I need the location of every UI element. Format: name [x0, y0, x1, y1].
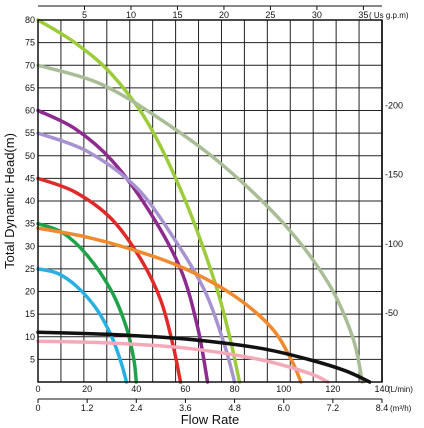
top-gpm-tick-label: 35: [358, 10, 368, 20]
bottom-m3h-unit: (m³/h): [390, 404, 412, 413]
bottom-lpm-tick-label: 0: [35, 384, 40, 394]
right-feet-tick-label: -50: [385, 308, 398, 318]
left-tick-label: 40: [25, 196, 35, 206]
bottom-lpm-unit: (L/min): [388, 385, 413, 394]
left-tick-label: 45: [25, 173, 35, 183]
right-feet-tick-label: -150: [385, 170, 403, 180]
left-tick-label: 35: [25, 219, 35, 229]
left-tick-label: 50: [25, 151, 35, 161]
top-gpm-tick-label: 25: [265, 10, 275, 20]
top-gpm-tick-label: 5: [82, 10, 87, 20]
bottom-lpm-tick-label: 140: [374, 384, 389, 394]
left-tick-label: 15: [25, 309, 35, 319]
top-gpm-tick-label: 20: [219, 10, 229, 20]
y-axis-title: Total Dynamic Head(m): [2, 133, 17, 269]
pump-curve-6: [36, 18, 242, 384]
grid: [38, 20, 382, 382]
bottom-lpm-tick-label: 100: [276, 384, 291, 394]
pump-curve-10: [36, 330, 372, 384]
bottom-lpm-tick-label: 60: [180, 384, 190, 394]
left-tick-label: 80: [25, 15, 35, 25]
left-tick-label: 70: [25, 60, 35, 70]
bottom-lpm-tick-label: 80: [230, 384, 240, 394]
top-gpm-unit: ( Us g.p.m): [369, 11, 409, 20]
top-gpm-tick-label: 30: [312, 10, 322, 20]
left-tick-label: 75: [25, 38, 35, 48]
pump-curve-4: [36, 108, 210, 384]
bottom-m3h-tick-label: 1.2: [81, 403, 94, 413]
bottom-m3h-tick-label: 8.4: [376, 403, 389, 413]
bottom-lpm-tick-label: 40: [131, 384, 141, 394]
left-tick-label: 55: [25, 128, 35, 138]
plot-frame: [37, 5, 383, 403]
x-axis-title: Flow Rate: [181, 412, 240, 427]
left-tick-label: 60: [25, 106, 35, 116]
bottom-m3h-tick-label: 6.0: [277, 403, 290, 413]
bottom-m3h-tick-label: 4.8: [228, 403, 241, 413]
bottom-lpm-tick-label: 120: [325, 384, 340, 394]
left-tick-label: 20: [25, 287, 35, 297]
pump-curve-7: [36, 226, 303, 384]
bottom-m3h-tick-label: 0: [35, 403, 40, 413]
left-tick-label: 30: [25, 241, 35, 251]
left-tick-label: 65: [25, 83, 35, 93]
pump-curves: [36, 18, 372, 384]
pump-curve-9: [36, 339, 330, 384]
left-tick-label: 10: [25, 332, 35, 342]
right-feet-tick-label: -200: [385, 101, 403, 111]
right-feet-tick-label: -100: [385, 239, 403, 249]
pump-curve-1: [36, 267, 129, 384]
left-tick-label: 25: [25, 264, 35, 274]
bottom-lpm-tick-label: 20: [82, 384, 92, 394]
bottom-m3h-tick-label: 2.4: [130, 403, 143, 413]
left-tick-label: 5: [30, 354, 35, 364]
top-gpm-tick-label: 15: [172, 10, 182, 20]
top-gpm-tick-label: 10: [126, 10, 136, 20]
bottom-m3h-tick-label: 7.2: [327, 403, 340, 413]
pump-curve-3: [36, 176, 183, 384]
bottom-m3h-tick-label: 3.6: [179, 403, 192, 413]
pump-curve-5: [36, 131, 237, 384]
pump-curve-8: [36, 63, 365, 384]
